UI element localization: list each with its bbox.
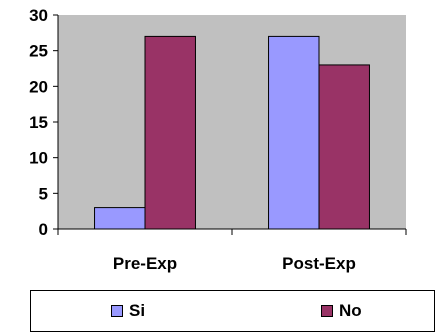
legend-swatch-no — [321, 305, 333, 317]
bars — [94, 35, 370, 230]
x-axis: Pre-Exp Post-Exp — [57, 228, 407, 273]
y-tick-label: 25 — [29, 42, 48, 61]
y-tick-label: 20 — [29, 77, 48, 96]
x-category-label: Pre-Exp — [113, 254, 177, 273]
legend-label-no: No — [339, 301, 362, 320]
y-tick-label: 10 — [29, 149, 48, 168]
y-tick-label: 30 — [29, 6, 48, 25]
bar-chart: 0 5 10 15 20 25 30 Pre-Exp Post-Exp — [29, 6, 407, 273]
legend-label-si: Si — [129, 301, 146, 320]
y-tick-label: 5 — [39, 184, 48, 203]
y-tick-label: 0 — [39, 220, 48, 239]
y-axis: 0 5 10 15 20 25 30 — [29, 6, 59, 239]
bar-si-pre-exp — [94, 207, 146, 230]
legend-item-si: Si — [111, 301, 145, 321]
x-category-label: Post-Exp — [282, 254, 356, 273]
bar-no-post-exp — [318, 64, 370, 230]
legend: Si No — [30, 290, 435, 332]
bar-si-post-exp — [268, 35, 320, 230]
legend-swatch-si — [111, 305, 123, 317]
y-tick-label: 15 — [29, 113, 48, 132]
legend-item-no: No — [321, 301, 362, 321]
bar-no-pre-exp — [144, 35, 196, 230]
